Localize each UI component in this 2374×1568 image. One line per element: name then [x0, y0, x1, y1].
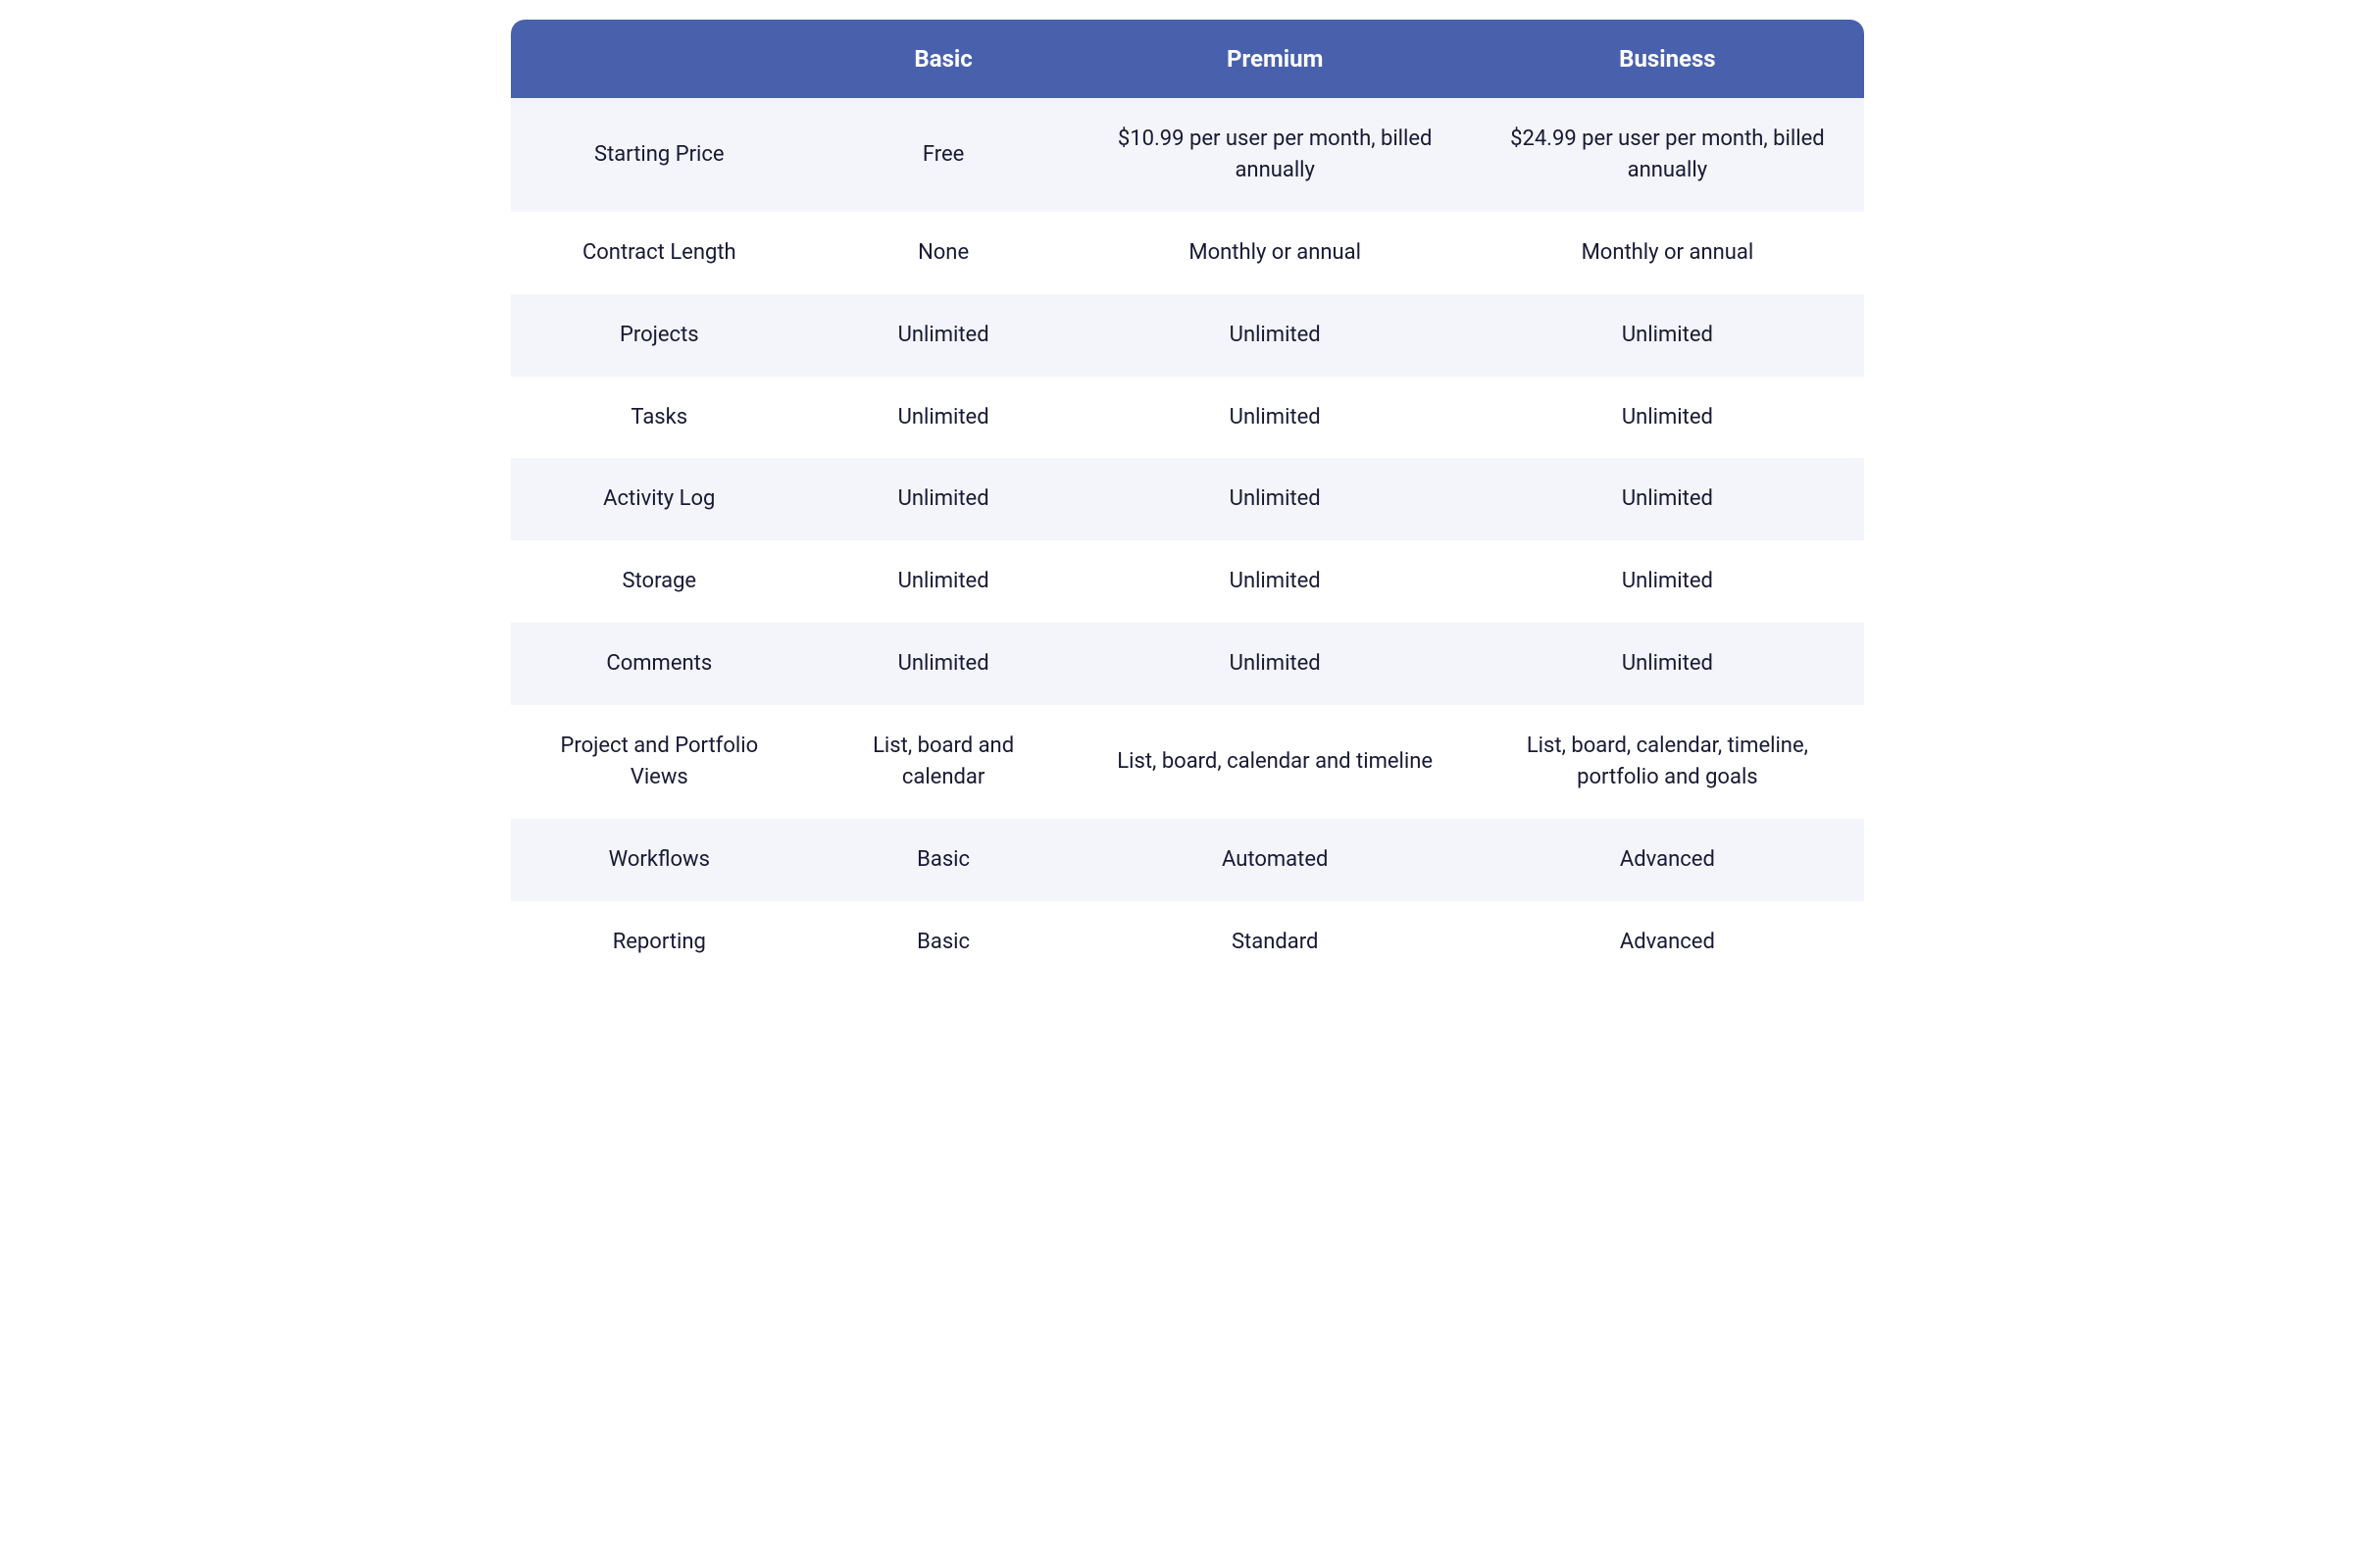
pricing-comparison-table: Basic Premium Business Starting Price Fr…: [511, 20, 1864, 984]
cell-business: Unlimited: [1471, 377, 1863, 459]
cell-basic: Unlimited: [808, 294, 1079, 377]
table-row: Tasks Unlimited Unlimited Unlimited: [511, 377, 1864, 459]
cell-premium: Unlimited: [1079, 294, 1471, 377]
feature-label: Reporting: [511, 901, 809, 984]
cell-basic: None: [808, 212, 1079, 294]
header-row: Basic Premium Business: [511, 20, 1864, 98]
header-plan-premium: Premium: [1079, 20, 1471, 98]
cell-basic: Basic: [808, 901, 1079, 984]
cell-premium: Unlimited: [1079, 377, 1471, 459]
cell-basic: Free: [808, 98, 1079, 212]
cell-premium: Automated: [1079, 819, 1471, 901]
feature-label: Activity Log: [511, 458, 809, 540]
cell-business: List, board, calendar, timeline, portfol…: [1471, 705, 1863, 819]
cell-business: Unlimited: [1471, 294, 1863, 377]
cell-premium: List, board, calendar and timeline: [1079, 705, 1471, 819]
table-row: Storage Unlimited Unlimited Unlimited: [511, 540, 1864, 623]
cell-basic: Unlimited: [808, 540, 1079, 623]
cell-business: Monthly or annual: [1471, 212, 1863, 294]
cell-basic: Basic: [808, 819, 1079, 901]
feature-label: Starting Price: [511, 98, 809, 212]
feature-label: Storage: [511, 540, 809, 623]
table-row: Contract Length None Monthly or annual M…: [511, 212, 1864, 294]
table-row: Starting Price Free $10.99 per user per …: [511, 98, 1864, 212]
feature-label: Tasks: [511, 377, 809, 459]
cell-premium: Standard: [1079, 901, 1471, 984]
cell-basic: Unlimited: [808, 458, 1079, 540]
cell-premium: Monthly or annual: [1079, 212, 1471, 294]
feature-label: Projects: [511, 294, 809, 377]
table-row: Activity Log Unlimited Unlimited Unlimit…: [511, 458, 1864, 540]
cell-business: Advanced: [1471, 901, 1863, 984]
cell-premium: Unlimited: [1079, 623, 1471, 705]
table-row: Project and Portfolio Views List, board …: [511, 705, 1864, 819]
table-row: Comments Unlimited Unlimited Unlimited: [511, 623, 1864, 705]
cell-business: Unlimited: [1471, 540, 1863, 623]
cell-business: Unlimited: [1471, 623, 1863, 705]
cell-basic: Unlimited: [808, 623, 1079, 705]
table-row: Projects Unlimited Unlimited Unlimited: [511, 294, 1864, 377]
feature-label: Contract Length: [511, 212, 809, 294]
cell-premium: Unlimited: [1079, 458, 1471, 540]
table-row: Workflows Basic Automated Advanced: [511, 819, 1864, 901]
header-plan-business: Business: [1471, 20, 1863, 98]
table-row: Reporting Basic Standard Advanced: [511, 901, 1864, 984]
feature-label: Workflows: [511, 819, 809, 901]
cell-premium: $10.99 per user per month, billed annual…: [1079, 98, 1471, 212]
cell-business: $24.99 per user per month, billed annual…: [1471, 98, 1863, 212]
cell-basic: List, board and calendar: [808, 705, 1079, 819]
cell-premium: Unlimited: [1079, 540, 1471, 623]
header-plan-basic: Basic: [808, 20, 1079, 98]
cell-business: Advanced: [1471, 819, 1863, 901]
feature-label: Comments: [511, 623, 809, 705]
cell-business: Unlimited: [1471, 458, 1863, 540]
cell-basic: Unlimited: [808, 377, 1079, 459]
header-empty: [511, 20, 809, 98]
feature-label: Project and Portfolio Views: [511, 705, 809, 819]
